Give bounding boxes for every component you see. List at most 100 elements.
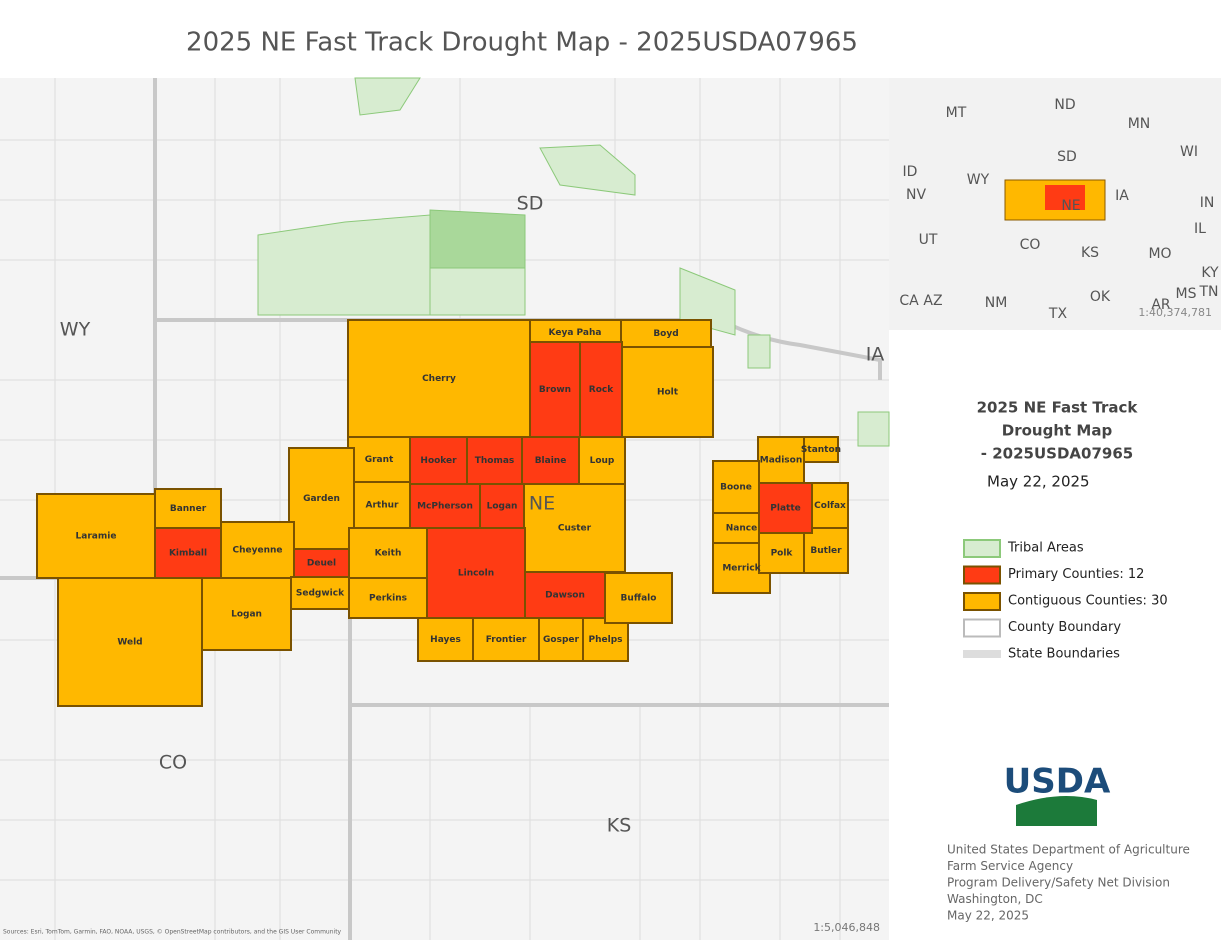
county-label: Brown (539, 385, 571, 395)
inset-state-label: CO (1020, 237, 1041, 253)
primary-county (524, 571, 606, 619)
inset-labels: MT ND MN WI SD ID WY NV IA IN NE UT CO IL KS MO KY CA AZ NM… (899, 97, 1219, 322)
county-label: McPherson (417, 502, 473, 512)
inset-primary (1045, 185, 1085, 210)
county-label: Garden (303, 494, 340, 504)
inset-state-label: UT (919, 232, 938, 248)
inset-state-label: TX (1048, 306, 1068, 322)
contiguous-county (604, 572, 673, 624)
inset-state-label: AZ (923, 293, 942, 309)
county-label: Cheyenne (232, 546, 282, 556)
attribution: Sources: Esri, TomTom, Garmin, FAO, NOAA… (3, 929, 342, 936)
county-label: Weld (117, 638, 142, 648)
inset-state-label: AR (1151, 297, 1171, 313)
inset-state-label: MT (946, 105, 967, 121)
contiguous-county (353, 481, 411, 529)
inset-state-label: WI (1180, 144, 1198, 160)
legend-label: State Boundaries (1008, 647, 1120, 662)
inset-state-label: IN (1200, 195, 1215, 211)
county-label: Boone (720, 483, 752, 493)
county-label: Nance (726, 524, 757, 534)
county-label: Butler (810, 546, 842, 556)
county-label: Dawson (545, 591, 585, 601)
county-label: Hayes (430, 635, 461, 645)
inset-state-label: OK (1090, 289, 1111, 305)
county-label: Keya Paha (549, 328, 602, 338)
inset-state-label: KS (1081, 245, 1099, 261)
footer-line: Washington, DC (947, 892, 1043, 906)
primary-county (529, 341, 581, 438)
contiguous-county (472, 617, 540, 662)
legend-swatch (963, 565, 1001, 585)
county-label: Stanton (801, 445, 841, 455)
inset-state-label: WY (967, 172, 990, 188)
state-label: CO (159, 752, 187, 774)
county-label: Frontier (486, 635, 527, 645)
primary-county (154, 527, 222, 579)
contiguous-county (57, 577, 203, 707)
tribal-areas (257, 77, 890, 447)
contiguous-county (220, 521, 295, 579)
inset-state-label: IA (1115, 188, 1129, 204)
legend-label: Tribal Areas (1007, 541, 1084, 556)
footer-line: May 22, 2025 (947, 909, 1029, 923)
county-label: Arthur (366, 501, 400, 511)
counties: Keya Paha Boyd Cherry Holt Grant Loup Garden Ar… (36, 319, 849, 707)
inset-state-label: CA (899, 293, 919, 309)
county-label: Custer (558, 524, 592, 534)
legend-label: Contiguous Counties: 30 (1008, 594, 1168, 609)
contiguous-county (36, 493, 156, 579)
contiguous-county (347, 319, 531, 438)
primary-county (521, 436, 580, 485)
county-label: Banner (170, 504, 207, 514)
contiguous-county (582, 617, 629, 662)
county-label: Polk (771, 549, 794, 559)
primary-county (426, 527, 526, 619)
legend-swatch (963, 539, 1001, 558)
state-label: IA (866, 344, 885, 366)
panel-date: May 22, 2025 (987, 473, 1090, 491)
state-label: KS (607, 815, 632, 837)
county-label: Hooker (420, 456, 457, 466)
county-label: Logan (487, 502, 518, 512)
inset-state-label: TN (1198, 284, 1218, 300)
inset-state-label: MN (1128, 116, 1151, 132)
contiguous-county (811, 482, 849, 529)
logo-hills (1016, 796, 1097, 826)
county-label: Deuel (307, 559, 336, 569)
map-scale: 1:5,046,848 (813, 921, 880, 934)
county-label: Cherry (422, 374, 456, 384)
inset-state-label: NM (985, 295, 1008, 311)
county-label: Rock (589, 385, 614, 395)
contiguous-county (620, 319, 712, 348)
county-label: Lincoln (458, 569, 494, 579)
county-label: Buffalo (621, 594, 657, 604)
inset-state-label: ND (1054, 97, 1075, 113)
legend-swatch (963, 592, 1001, 611)
footer-line: Program Delivery/Safety Net Division (947, 876, 1170, 890)
inset-scale: 1:40,374,781 (1138, 306, 1212, 319)
inset-state-label: IL (1194, 221, 1206, 237)
contiguous-county (288, 447, 355, 550)
county-label: Merrick (722, 564, 761, 574)
county-label: Boyd (653, 329, 678, 339)
state-label: WY (60, 319, 91, 341)
contiguous-county (201, 577, 292, 651)
panel-title: - 2025USDA07965 (981, 445, 1133, 463)
county-label: Gosper (543, 635, 579, 645)
county-label: Madison (760, 456, 803, 466)
county-label: Thomas (475, 456, 515, 466)
inset-state-label: NE (1061, 198, 1080, 214)
primary-county (293, 548, 350, 578)
legend-swatch (963, 618, 1001, 638)
inset-state-label: NV (906, 187, 926, 203)
county-label: Loup (590, 456, 615, 466)
state-label: SD (517, 193, 544, 215)
contiguous-county (803, 527, 849, 574)
county-label: Kimball (169, 549, 207, 559)
county-label: Keith (375, 549, 402, 559)
inset-state-label: MS (1176, 286, 1197, 302)
county-label: Laramie (76, 532, 117, 542)
panel-title: 2025 NE Fast Track (977, 399, 1139, 417)
